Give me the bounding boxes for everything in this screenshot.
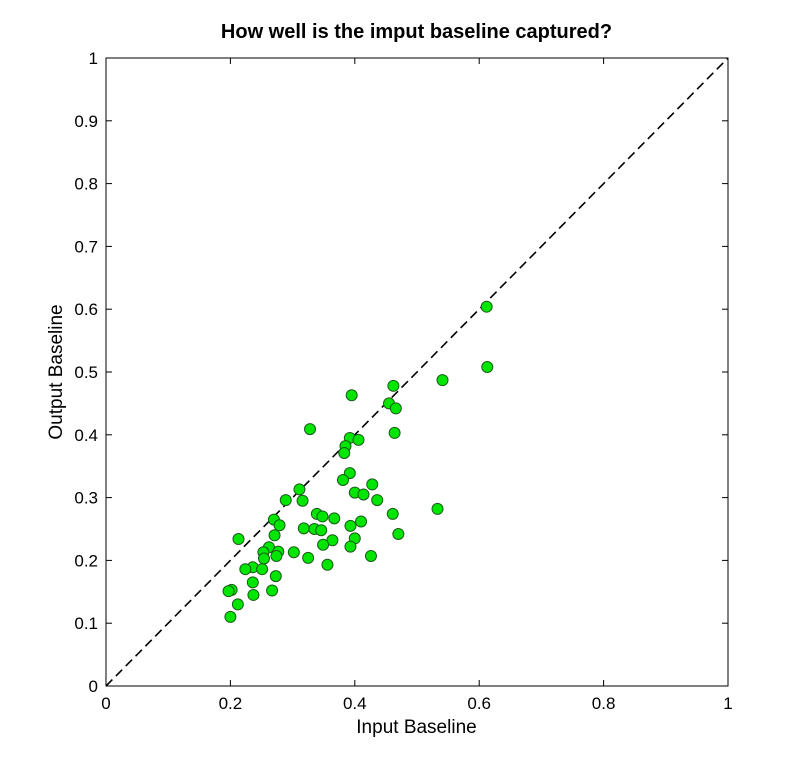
x-axis-ticks: 0 0.2 0.4 0.6 0.8 1	[101, 58, 733, 713]
data-point	[338, 447, 351, 460]
reference-line-layer	[105, 57, 729, 687]
chart-title: How well is the imput baseline captured?	[221, 21, 612, 43]
data-point	[364, 550, 377, 563]
data-point	[316, 510, 329, 523]
data-point	[246, 576, 259, 589]
data-point	[317, 538, 330, 551]
data-point	[371, 494, 384, 507]
data-point	[297, 522, 310, 535]
data-point	[388, 426, 401, 439]
y-tick-label: 1	[89, 49, 98, 68]
data-point	[256, 563, 269, 576]
x-tick-label: 0.6	[467, 694, 491, 713]
data-point	[344, 519, 357, 532]
y-tick-label: 0.6	[74, 300, 98, 319]
data-point	[480, 300, 493, 313]
x-tick-label: 0.4	[343, 694, 367, 713]
data-point	[355, 515, 368, 528]
data-point	[389, 402, 402, 415]
data-point	[344, 540, 357, 553]
data-point	[232, 533, 245, 546]
data-point	[352, 433, 365, 446]
data-point	[328, 512, 341, 525]
data-point	[386, 507, 399, 520]
data-point	[481, 360, 494, 373]
x-tick-label: 0.2	[219, 694, 243, 713]
y-tick-label: 0.9	[74, 112, 98, 131]
data-point	[304, 423, 317, 436]
x-tick-label: 0.8	[592, 694, 616, 713]
data-point	[257, 552, 270, 565]
x-tick-label: 1	[723, 694, 732, 713]
data-point	[336, 474, 349, 487]
data-point	[279, 494, 292, 507]
data-point	[431, 502, 444, 515]
data-point	[296, 494, 309, 507]
data-point	[247, 588, 260, 601]
data-point	[436, 374, 449, 387]
data-points	[222, 300, 494, 623]
data-point	[224, 610, 237, 623]
data-point	[345, 389, 358, 402]
data-point	[392, 528, 405, 541]
y-axis-label: Output Baseline	[46, 304, 67, 439]
y-tick-label: 0.7	[74, 237, 98, 256]
y-tick-label: 0	[89, 677, 98, 696]
y-tick-label: 0.8	[74, 175, 98, 194]
data-point	[270, 550, 283, 563]
data-point	[266, 584, 279, 597]
y-tick-label: 0.1	[74, 614, 98, 633]
data-point	[366, 478, 379, 491]
data-point	[269, 570, 282, 583]
data-point	[268, 529, 281, 542]
x-axis-label: Input Baseline	[356, 717, 476, 738]
data-point	[302, 551, 315, 564]
y-tick-label: 0.3	[74, 489, 98, 508]
y-axis-ticks: 0 0.1 0.2 0.3 0.4 0.5 0.6 0.7 0.8 0.9 1	[74, 49, 728, 696]
y-tick-label: 0.2	[74, 551, 98, 570]
data-point	[287, 546, 300, 559]
y-tick-label: 0.4	[74, 426, 98, 445]
data-point	[293, 483, 306, 496]
data-point	[222, 585, 235, 598]
data-point	[321, 558, 334, 571]
y-tick-label: 0.5	[74, 363, 98, 382]
data-point	[239, 563, 252, 576]
data-point	[357, 488, 370, 501]
data-point	[273, 519, 286, 532]
data-point	[231, 598, 244, 611]
x-tick-label: 0	[101, 694, 110, 713]
data-point	[387, 379, 400, 392]
reference-line	[105, 57, 729, 687]
data-point	[315, 524, 328, 537]
